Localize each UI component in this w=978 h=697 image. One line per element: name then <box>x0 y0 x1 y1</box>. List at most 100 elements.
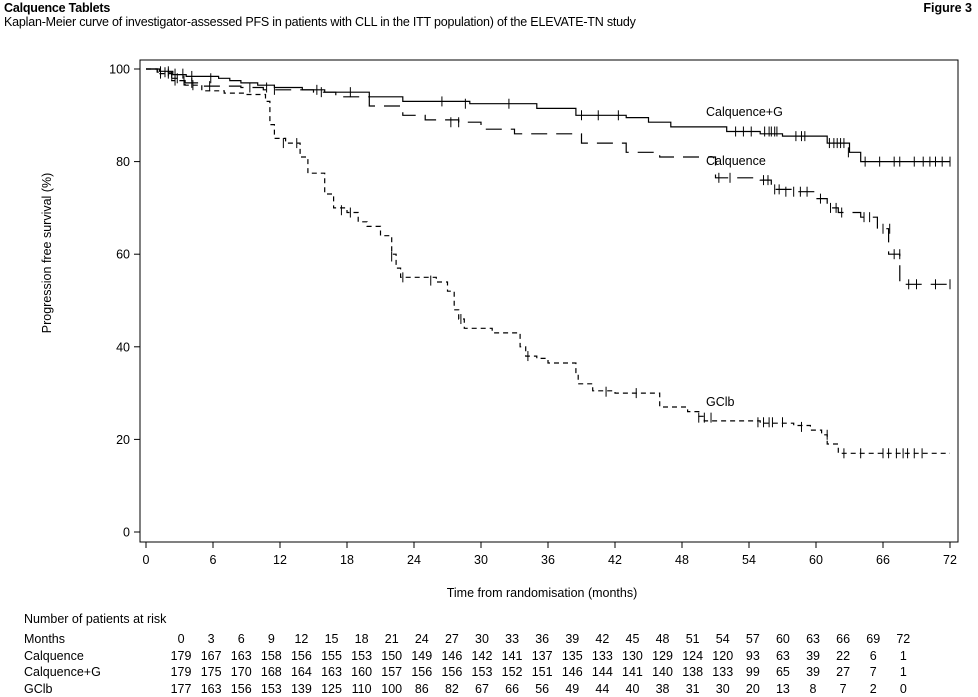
risk-cell: 48 <box>655 632 670 646</box>
km-line <box>146 68 950 285</box>
risk-cell: 66 <box>505 681 520 696</box>
risk-cell: 44 <box>595 681 610 696</box>
series-label: GClb <box>706 395 735 409</box>
risk-cell: 33 <box>505 632 520 646</box>
y-tick-label: 0 <box>123 526 130 540</box>
risk-cell: 6 <box>869 648 877 663</box>
figure-number: Figure 3 <box>923 1 972 15</box>
x-tick-label: 36 <box>541 553 555 567</box>
risk-cell: 7 <box>869 665 877 679</box>
risk-cell: 152 <box>501 665 523 679</box>
risk-row: GClb 177 163 156 153 139 125 110 100 86 82 67 66 56 49… <box>24 681 918 697</box>
risk-cell: 21 <box>384 632 399 646</box>
risk-cell: 93 <box>745 648 760 663</box>
series-calquence-g <box>146 66 951 167</box>
risk-cell: 20 <box>745 681 760 696</box>
risk-cell: 18 <box>354 632 369 646</box>
risk-row: Months 0 3 6 9 12 15 18 21 24 27 30 33 36 39 42 45 48 51 54… <box>24 631 918 648</box>
risk-cell: 67 <box>475 681 489 696</box>
km-line <box>146 68 950 163</box>
risk-cell: 2 <box>869 681 877 696</box>
y-axis-label: Progression free survival (%) <box>40 173 54 333</box>
risk-cell: 51 <box>685 632 700 646</box>
risk-cell: 8 <box>809 681 817 696</box>
risk-cell: 140 <box>652 665 673 679</box>
x-tick-label: 12 <box>273 553 287 567</box>
risk-cell: 151 <box>531 665 553 679</box>
risk-cell: 179 <box>170 648 192 663</box>
risk-cell: 69 <box>866 632 881 646</box>
risk-cell: 31 <box>685 681 700 696</box>
y-tick-label: 60 <box>116 248 130 262</box>
risk-cell: 133 <box>591 648 613 663</box>
risk-cell: 7 <box>839 681 847 696</box>
risk-cell: 155 <box>321 648 342 663</box>
risk-cell: 63 <box>775 648 790 663</box>
risk-cell: 156 <box>290 648 312 663</box>
risk-cell: 30 <box>475 632 489 646</box>
risk-cell: 39 <box>806 648 820 663</box>
series-label: Calquence <box>706 154 766 168</box>
risk-cell: 110 <box>351 681 372 696</box>
risk-cell: 0 <box>899 681 907 696</box>
risk-cell: 153 <box>351 648 373 663</box>
risk-cell: 86 <box>414 681 429 696</box>
y-tick-label: 80 <box>116 155 130 169</box>
risk-cell: 177 <box>170 681 192 696</box>
risk-cell: 6 <box>237 632 245 646</box>
document-title: Calquence Tablets <box>4 1 111 15</box>
risk-cell: 135 <box>561 648 583 663</box>
risk-cell: 12 <box>294 632 309 646</box>
risk-row-label: Calquence+G <box>24 665 101 679</box>
risk-cell: 167 <box>200 648 222 663</box>
series-gclb <box>146 68 950 459</box>
risk-cell: 42 <box>595 632 610 646</box>
risk-cell: 22 <box>836 648 851 663</box>
x-tick-label: 72 <box>943 553 957 567</box>
y-tick-label: 100 <box>109 63 130 77</box>
risk-cell: 13 <box>775 681 790 696</box>
risk-cell: 158 <box>260 648 282 663</box>
risk-cell: 139 <box>290 681 312 696</box>
risk-cell: 27 <box>836 665 851 679</box>
risk-cell: 0 <box>177 632 185 646</box>
risk-cell: 175 <box>200 665 222 679</box>
series-label: Calquence+G <box>706 105 783 119</box>
risk-cell: 1 <box>899 648 907 663</box>
risk-cell: 124 <box>682 648 704 663</box>
risk-cell: 133 <box>712 665 734 679</box>
figure-caption: Kaplan-Meier curve of investigator-asses… <box>4 15 636 29</box>
risk-cell: 66 <box>836 632 851 646</box>
risk-cell: 15 <box>324 632 339 646</box>
x-tick-label: 18 <box>340 553 354 567</box>
risk-cell: 144 <box>591 665 613 679</box>
risk-cell: 27 <box>444 632 459 646</box>
plot-frame <box>139 59 959 543</box>
risk-row-label: GClb <box>24 681 53 696</box>
series-calquence <box>146 67 951 290</box>
risk-cell: 63 <box>806 632 820 646</box>
y-tick-label: 20 <box>116 433 130 447</box>
risk-cell: 156 <box>230 681 252 696</box>
risk-cell: 125 <box>321 681 342 696</box>
x-tick-label: 42 <box>608 553 622 567</box>
risk-cell: 38 <box>655 681 670 696</box>
risk-cell: 138 <box>682 665 704 679</box>
risk-cell: 72 <box>896 632 911 646</box>
risk-cell: 157 <box>381 665 403 679</box>
x-tick-label: 54 <box>742 553 756 567</box>
risk-cell: 150 <box>381 648 403 663</box>
risk-cell: 179 <box>170 665 192 679</box>
x-tick-label: 60 <box>809 553 823 567</box>
y-tick-label: 40 <box>116 340 130 354</box>
risk-cell: 49 <box>565 681 580 696</box>
risk-cell: 163 <box>321 665 342 679</box>
risk-cell: 30 <box>715 681 730 696</box>
risk-cell: 9 <box>267 632 275 646</box>
risk-cell: 146 <box>441 648 463 663</box>
risk-cell: 36 <box>535 632 550 646</box>
risk-row-label: Months <box>24 632 65 646</box>
x-tick-label: 48 <box>675 553 689 567</box>
risk-cell: 163 <box>200 681 222 696</box>
risk-cell: 170 <box>230 665 252 679</box>
